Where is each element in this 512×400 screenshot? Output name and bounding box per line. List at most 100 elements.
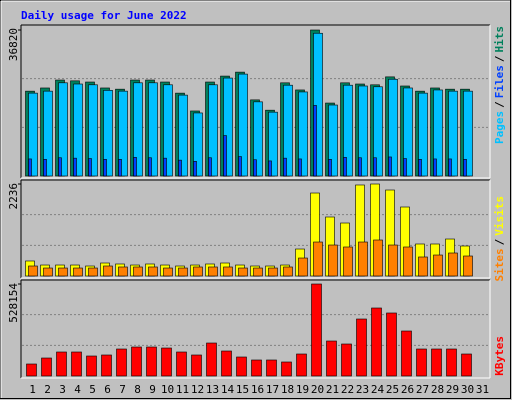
- bar: [373, 157, 377, 177]
- legend: Sites / Visits: [493, 196, 506, 282]
- x-tick-label: 20: [311, 383, 324, 396]
- bar: [103, 159, 107, 177]
- bar: [448, 158, 452, 177]
- legend-entry: Sites: [493, 248, 506, 281]
- bar: [283, 266, 293, 277]
- legend: Pages / Files / Hits: [493, 26, 506, 144]
- bar: [433, 89, 443, 177]
- bar: [433, 158, 437, 177]
- bar: [236, 356, 247, 377]
- x-tick-label: 7: [119, 383, 126, 396]
- x-tick-label: 12: [191, 383, 204, 396]
- bar: [163, 267, 173, 277]
- bar: [343, 157, 347, 177]
- bar: [358, 241, 368, 277]
- legend-entry: Hits: [493, 26, 506, 53]
- x-tick-label: 29: [446, 383, 459, 396]
- y-tick-label: 528154: [7, 283, 20, 323]
- bar: [463, 159, 467, 177]
- bar: [101, 354, 112, 377]
- bar: [148, 157, 152, 177]
- legend-entry: KBytes: [493, 336, 506, 376]
- bar: [73, 267, 83, 277]
- x-tick-label: 1: [29, 383, 36, 396]
- legend-entry: Pages: [493, 111, 506, 144]
- bar: [433, 254, 443, 277]
- x-tick-label: 8: [134, 383, 141, 396]
- legend-separator: /: [493, 101, 506, 108]
- bar: [163, 84, 173, 177]
- bar: [176, 351, 187, 377]
- bar: [73, 83, 83, 177]
- x-tick-label: 3: [59, 383, 66, 396]
- x-tick-label: 30: [461, 383, 474, 396]
- bar: [73, 157, 77, 177]
- bar: [253, 159, 257, 177]
- bar: [446, 348, 457, 377]
- bar: [43, 90, 53, 177]
- bar: [313, 32, 323, 177]
- bar: [298, 91, 308, 177]
- bar: [313, 241, 323, 277]
- bar: [221, 350, 232, 377]
- bar: [448, 90, 458, 177]
- bar: [238, 267, 248, 277]
- bar: [341, 343, 352, 377]
- bar: [401, 330, 412, 377]
- bar: [193, 161, 197, 177]
- bar: [403, 87, 413, 177]
- bar: [373, 239, 383, 277]
- bar: [358, 157, 362, 177]
- x-tick-label: 31: [476, 383, 489, 396]
- bar: [103, 265, 113, 277]
- bar: [418, 256, 428, 277]
- bar: [193, 112, 203, 177]
- x-tick-label: 18: [281, 383, 294, 396]
- x-tick-label: 17: [266, 383, 279, 396]
- bar: [403, 158, 407, 177]
- x-tick-label: 4: [74, 383, 81, 396]
- bar: [388, 78, 398, 177]
- bar: [431, 348, 442, 377]
- bar: [208, 84, 218, 177]
- bar: [41, 357, 52, 377]
- bar: [148, 266, 158, 277]
- x-tick-label: 10: [161, 383, 174, 396]
- bar: [358, 85, 368, 177]
- x-tick-label: 5: [89, 383, 96, 396]
- bar: [178, 94, 188, 177]
- bar: [86, 355, 97, 377]
- bar: [118, 90, 128, 177]
- y-tick-label: 2236: [7, 183, 20, 210]
- x-tick-label: 13: [206, 383, 219, 396]
- bar: [56, 351, 67, 377]
- bar: [418, 92, 428, 177]
- bar: [371, 307, 382, 377]
- x-tick-label: 22: [341, 383, 354, 396]
- bar: [58, 157, 62, 177]
- bar: [268, 111, 278, 177]
- bar: [103, 90, 113, 177]
- legend-separator: /: [493, 238, 506, 245]
- x-tick-label: 2: [44, 383, 51, 396]
- bar: [118, 159, 122, 177]
- bar: [326, 340, 337, 377]
- x-tick-label: 11: [176, 383, 189, 396]
- x-tick-label: 6: [104, 383, 111, 396]
- bar: [356, 318, 367, 377]
- bar: [133, 157, 137, 177]
- bar: [161, 347, 172, 377]
- bar: [283, 157, 287, 177]
- bar: [298, 257, 308, 277]
- bar: [43, 159, 47, 177]
- bar: [88, 84, 98, 177]
- bar: [26, 363, 37, 377]
- bar: [298, 158, 302, 177]
- bar: [238, 156, 242, 177]
- x-tick-label: 16: [251, 383, 264, 396]
- x-tick-label: 15: [236, 383, 249, 396]
- bar: [58, 82, 68, 177]
- bar: [448, 252, 458, 277]
- bar: [296, 353, 307, 377]
- bar: [28, 265, 38, 277]
